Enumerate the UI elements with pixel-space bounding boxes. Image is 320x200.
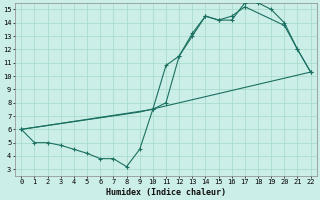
X-axis label: Humidex (Indice chaleur): Humidex (Indice chaleur) (106, 188, 226, 197)
